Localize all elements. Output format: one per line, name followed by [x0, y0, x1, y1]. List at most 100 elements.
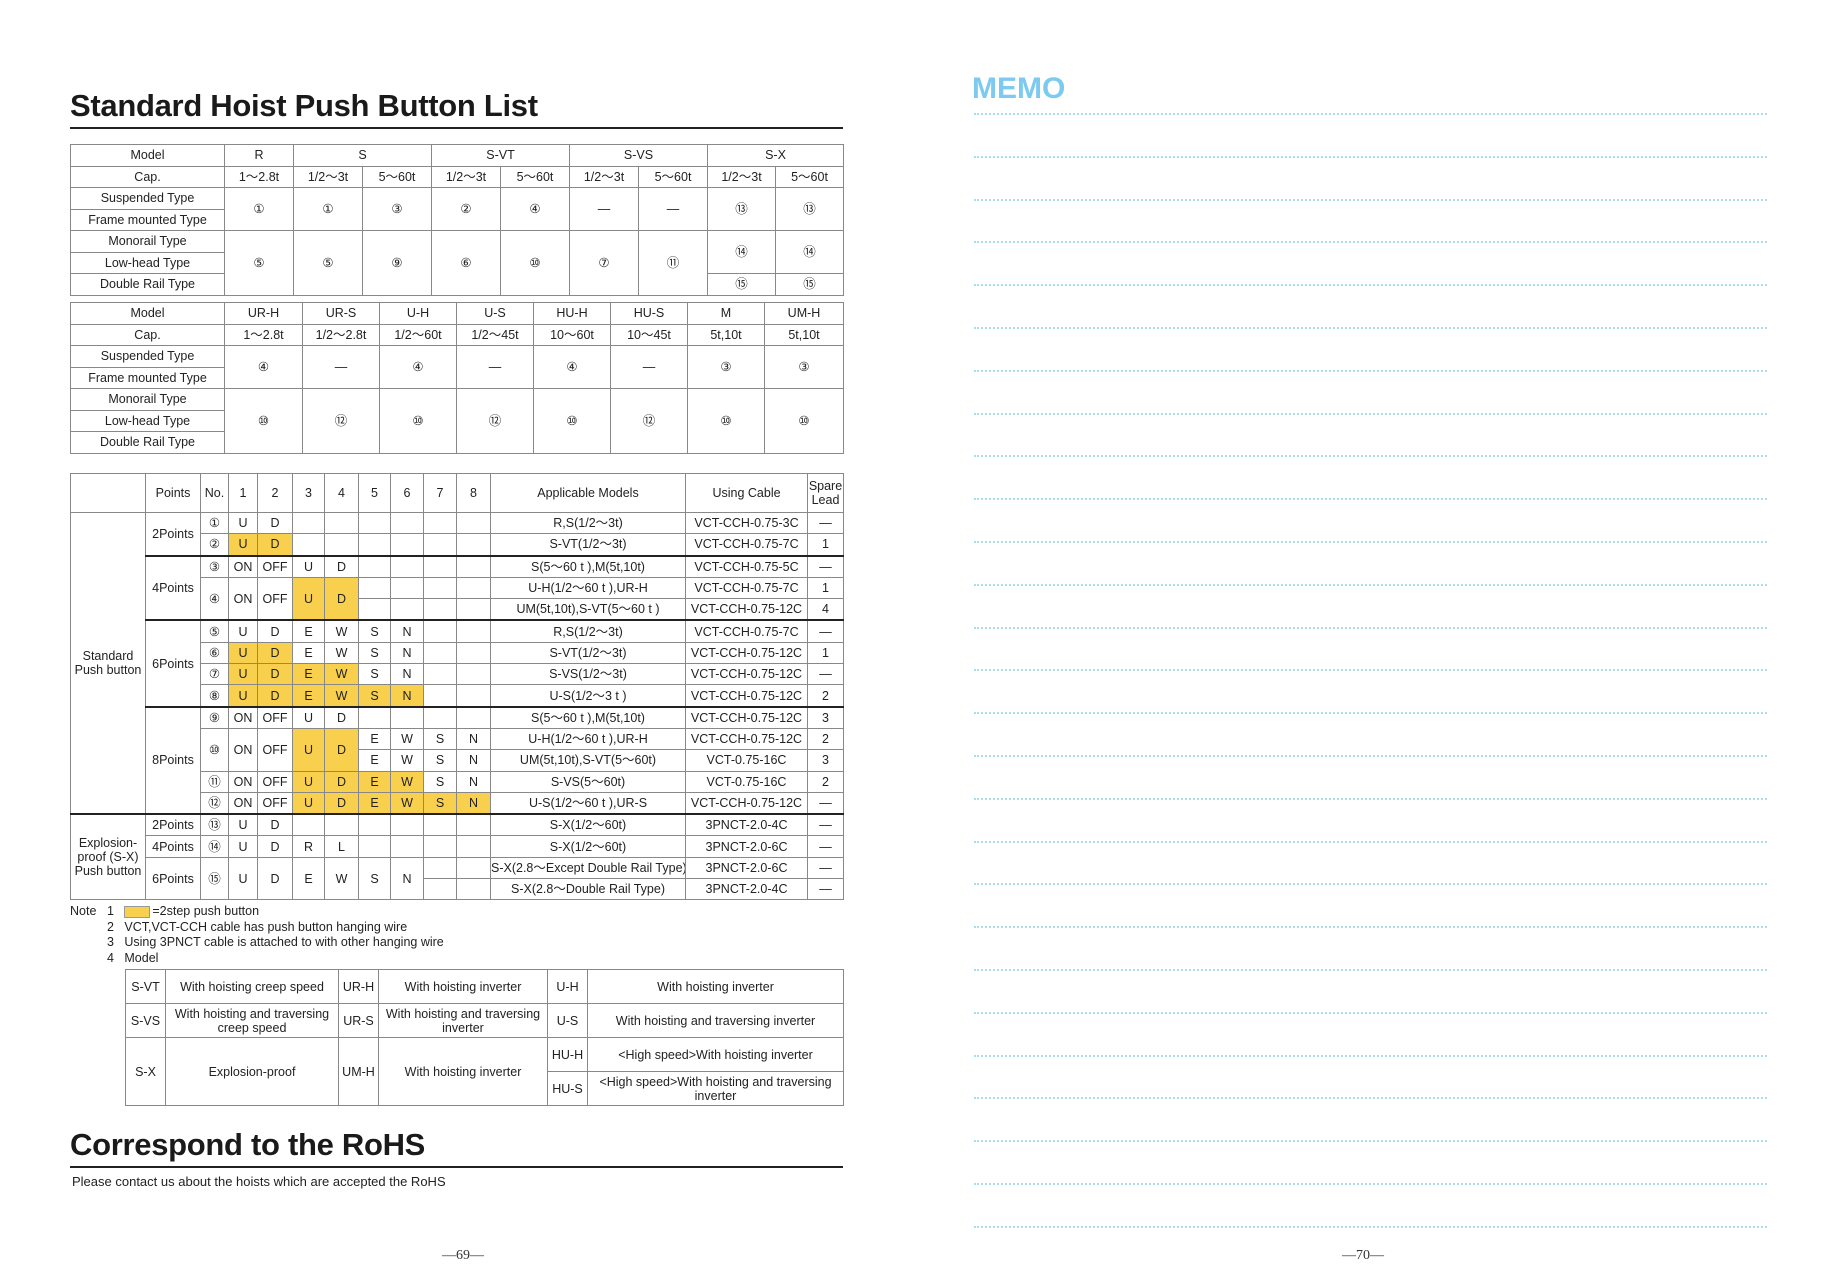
table-cell: 3PNCT-2.0-4C	[685, 813, 808, 837]
table-cell: Standard Push button	[70, 512, 146, 815]
table-cell	[423, 641, 457, 665]
table-cell: ⑬	[200, 813, 229, 837]
table-cell: ⑫	[610, 388, 688, 454]
table-cell: S-VS(1/2～3t)	[490, 663, 686, 686]
table-cell-2step: E	[358, 770, 391, 793]
table-cell: S-VT(1/2～3t)	[490, 641, 686, 665]
model-table-1: Model R S S-VT S-VS S-X Cap. 1～2.8t 1/2～3t 5～60t 1…	[70, 144, 845, 296]
table-cell-2step: U	[292, 576, 325, 621]
table-cell: OFF	[257, 554, 293, 578]
table-cell-2step: D	[257, 641, 293, 665]
table-cell: UR-S	[338, 1003, 379, 1038]
table-row: Suspended Type ④ — ④ — ④ — ③ ③	[70, 345, 844, 389]
table-cell-2step: D	[324, 770, 359, 793]
table-row: ⑧ U D E W S N U-S(1/2～3 t ) VCT-CCH-0.75-12C 2	[71, 684, 844, 708]
table-cell: —	[807, 813, 844, 837]
table-cell	[390, 813, 424, 837]
table-cell-2step: E	[292, 684, 325, 708]
table-cell	[423, 598, 457, 621]
table-cell: Monorail Type	[70, 230, 225, 253]
table-cell: 1/2～60t	[379, 323, 457, 346]
note-item: 1 =2step push button	[107, 904, 260, 918]
memo-line	[974, 541, 1767, 543]
table-row: Points No. 1 2 3 4 5 6 7 8 Applicable Models Using …	[70, 473, 844, 513]
table-cell-2step: D	[324, 727, 359, 772]
table-cell: U-S	[547, 1003, 588, 1038]
table-cell	[456, 835, 491, 858]
model-legend-table: S-VT With hoisting creep speed UR-H With ho…	[125, 969, 844, 1106]
table-cell: 1	[807, 576, 844, 600]
table-cell: R	[224, 144, 294, 167]
table-cell: <High speed>With hoisting inverter	[587, 1037, 844, 1072]
table-cell: U-H	[547, 969, 588, 1004]
table-cell: U	[292, 554, 325, 578]
table-cell: M	[687, 302, 765, 325]
table-cell: S-X(2.8～Double Rail Type)	[490, 878, 686, 901]
table-row: Monorail Type ⑤ ⑤ ⑨ ⑥ ⑩ ⑦ ⑪ ⑭ ⑭	[70, 230, 845, 296]
table-cell: 1～2.8t	[224, 165, 294, 188]
table-row: Cap. 1～2.8t 1/2～2.8t 1/2～60t 1/2～45t 10～60t 10…	[70, 323, 844, 346]
table-cell: D	[324, 705, 359, 729]
table-cell: —	[807, 619, 844, 643]
table-cell	[70, 473, 146, 513]
table-row: HU-S <High speed>With hoisting and traver…	[126, 1071, 844, 1106]
table-cell	[456, 856, 491, 880]
table-cell-2step: N	[456, 791, 491, 815]
table-cell: ⑩	[200, 727, 229, 772]
table-cell: ⑬	[707, 187, 777, 231]
table-cell: N	[390, 856, 424, 901]
table-cell: —	[610, 345, 688, 389]
table-cell-2step: D	[324, 791, 359, 815]
note-list: 1 =2step push button 2 VCT,VCT-CCH cable…	[107, 904, 444, 966]
title-divider	[70, 127, 843, 129]
table-cell-2step: U	[228, 641, 258, 665]
table-cell: Low-head Type	[70, 251, 225, 274]
note-item: 3 Using 3PNCT cable is attached to with …	[107, 935, 444, 949]
table-row: S-VS With hoisting and traversing creep s…	[125, 1003, 844, 1038]
memo-line	[974, 583, 1767, 586]
table-cell	[456, 641, 491, 665]
table-cell-2step: U	[292, 770, 325, 793]
memo-line	[974, 155, 1767, 158]
table-cell: U-S(1/2～60 t ),UR-S	[490, 791, 686, 815]
table-cell	[456, 511, 491, 535]
table-cell: 7	[423, 473, 457, 513]
push-button-table: Points No. 1 2 3 4 5 6 7 8 Applicable Models Using …	[70, 473, 844, 901]
rohs-title: Correspond to the RoHS	[70, 1127, 426, 1162]
memo-line	[974, 455, 1767, 458]
memo-line	[974, 712, 1767, 715]
table-cell: With hoisting creep speed	[165, 969, 339, 1004]
table-cell	[456, 576, 491, 600]
table-cell: 3PNCT-2.0-4C	[685, 878, 808, 901]
table-cell	[423, 813, 457, 837]
table-cell: 10～45t	[610, 323, 688, 346]
table-cell: 5～60t	[638, 165, 709, 188]
table-cell-2step: E	[292, 663, 325, 686]
table-cell: 4	[807, 598, 844, 621]
table-cell-2step: D	[257, 663, 293, 686]
table-cell	[423, 878, 457, 901]
table-row: UM(5t,10t),S-VT(5～60 t ) VCT-CCH-0.75-12C…	[71, 598, 844, 621]
table-cell	[358, 554, 391, 578]
table-cell	[423, 684, 457, 708]
table-cell: 3	[807, 705, 844, 729]
table-cell: ①	[224, 187, 294, 231]
table-cell: 2	[807, 770, 844, 793]
table-cell: S-VT(1/2～3t)	[490, 533, 686, 557]
table-cell: VCT-CCH-0.75-7C	[685, 619, 808, 643]
table-cell: ④	[200, 576, 229, 621]
table-cell-2step: U	[228, 684, 258, 708]
memo-line	[974, 840, 1767, 843]
table-cell: N	[456, 727, 491, 751]
table-cell: R,S(1/2～3t)	[490, 511, 686, 535]
table-cell: HU-H	[533, 302, 611, 325]
table-cell	[423, 705, 457, 729]
table-cell: E	[358, 727, 391, 751]
table-cell: ⑧	[200, 684, 229, 708]
table-cell: S-VT	[125, 969, 166, 1004]
table-cell	[390, 511, 424, 535]
table-cell-2step: D	[324, 576, 359, 621]
table-cell: 1/2～45t	[456, 323, 534, 346]
table-cell: 3PNCT-2.0-6C	[685, 835, 808, 858]
table-cell: ON	[228, 705, 258, 729]
